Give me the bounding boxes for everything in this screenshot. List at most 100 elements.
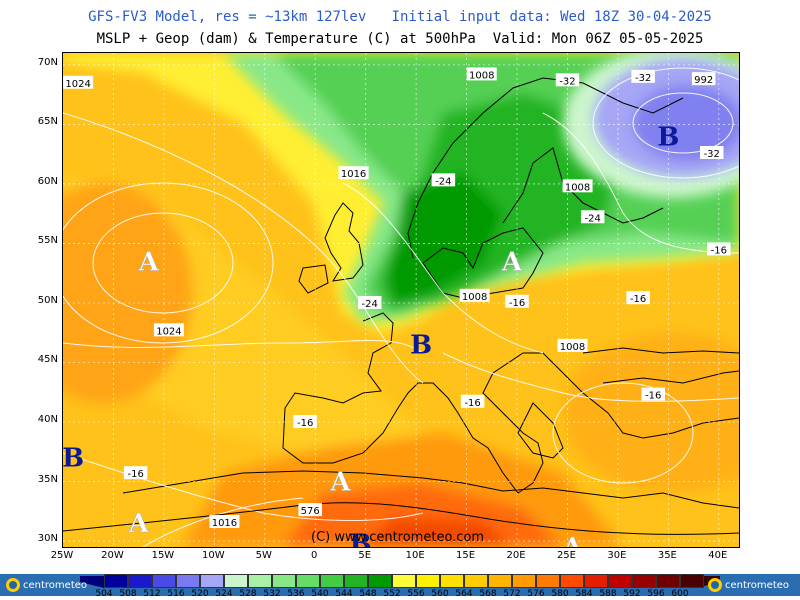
latitude-label: 65N (37, 116, 58, 128)
svg-text:-16: -16 (645, 391, 661, 402)
latitude-label: 30N (37, 533, 58, 545)
colorbar-label: 580 (551, 589, 569, 599)
colorbar-label: 572 (503, 589, 521, 599)
isotherm-label: -16 (293, 415, 317, 429)
colorbar-swatch (152, 574, 176, 588)
colorbar-label: 540 (311, 589, 329, 599)
weather-map: 1024 1008 992 1016 1008 1008 1008 1024 1016 576 -3… (62, 52, 740, 548)
isotherm-label: -16 (505, 294, 529, 309)
svg-text:-16: -16 (630, 294, 646, 305)
longitude-label: 35E (657, 550, 677, 561)
svg-text:1008: 1008 (462, 292, 487, 303)
colorbar-swatch (224, 574, 248, 588)
colorbar-label: 552 (383, 589, 401, 599)
isobar-label: 992 (691, 72, 716, 86)
high-pressure-center: A (329, 468, 351, 498)
colorbar-swatch (440, 574, 464, 588)
isobar-label: 1016 (338, 166, 369, 180)
colorbar-swatch (392, 574, 416, 588)
colorbar-swatch (416, 574, 440, 588)
svg-text:1008: 1008 (560, 342, 585, 353)
svg-text:-32: -32 (635, 73, 651, 84)
svg-text:1016: 1016 (341, 169, 366, 180)
colorbar-swatch (464, 574, 488, 588)
colorbar-swatch (128, 574, 152, 588)
svg-text:-32: -32 (704, 149, 720, 160)
model-title: GFS-FV3 Model, res = ~13km 127lev Initia… (88, 9, 712, 25)
colorbar-swatch (272, 574, 296, 588)
isotherm-label: -16 (626, 291, 650, 305)
colorbar-swatch (488, 574, 512, 588)
svg-text:1016: 1016 (212, 518, 237, 529)
latitude-label: 50N (37, 294, 58, 306)
colorbar-swatch (680, 574, 704, 588)
isotherm-label: -32 (555, 73, 580, 87)
colorbar-swatch (536, 574, 560, 588)
svg-text:-16: -16 (509, 298, 525, 309)
colorbar-label: 568 (479, 589, 497, 599)
colorbar-label: 600 (671, 589, 689, 599)
longitude-label: 15W (151, 550, 175, 561)
longitude-label: 25W (50, 550, 74, 561)
logo-text: centrometeo (23, 579, 88, 591)
low-pressure-center: B (410, 331, 432, 361)
svg-text:-24: -24 (585, 213, 601, 224)
longitude-label: 15E (456, 550, 476, 561)
svg-text:-24: -24 (362, 299, 378, 310)
high-pressure-center: A (501, 247, 523, 277)
low-pressure-center: B (62, 444, 84, 474)
longitude-label: 5E (358, 550, 372, 561)
longitude-label: 5W (255, 550, 272, 561)
svg-text:992: 992 (694, 75, 713, 86)
colorbar-label: 520 (191, 589, 209, 599)
high-pressure-center: A (138, 247, 160, 277)
latitude-label: 55N (37, 235, 58, 247)
svg-text:-16: -16 (127, 469, 143, 480)
svg-text:-16: -16 (464, 398, 480, 409)
logo-icon (6, 578, 20, 592)
isotherm-label: -16 (641, 387, 665, 402)
longitude-label: 40E (708, 550, 728, 561)
colorbar-swatch (608, 574, 632, 588)
isobar-label: 1008 (557, 338, 588, 353)
colorbar-label: 556 (407, 589, 425, 599)
chart-subtitle: MSLP + Geop (dam) & Temperature (C) at 5… (96, 31, 704, 47)
colorbar-label: 528 (239, 589, 257, 599)
isobar-label: 1008 (562, 179, 593, 193)
logo-left: centrometeo (6, 574, 87, 596)
colorbar-label: 548 (359, 589, 377, 599)
copyright-text: (C) www.centrometeo.com (311, 530, 484, 545)
svg-text:1008: 1008 (469, 70, 494, 81)
colorbar-swatch (320, 574, 344, 588)
isotherm-label: -32 (700, 145, 724, 160)
high-pressure-center: A (561, 533, 583, 548)
colorbar-label: 588 (599, 589, 617, 599)
colorbar-swatch (176, 574, 200, 588)
colorbar-label: 536 (287, 589, 305, 599)
colorbar-label: 584 (575, 589, 593, 599)
svg-text:1024: 1024 (156, 326, 181, 337)
svg-text:-16: -16 (711, 245, 727, 256)
low-pressure-center: B (657, 122, 679, 152)
colorbar-label: 564 (455, 589, 473, 599)
colorbar-label: 544 (335, 589, 353, 599)
isobar-label: 576 (298, 503, 322, 517)
colorbar-label: 508 (119, 589, 137, 599)
isobar-label: 1016 (209, 515, 240, 529)
svg-text:-32: -32 (559, 76, 575, 87)
colorbar-label: 592 (623, 589, 641, 599)
colorbar-swatch (296, 574, 320, 588)
isotherm-label: -16 (460, 394, 485, 409)
isotherm-label: -24 (431, 173, 456, 187)
colorbar-swatch (632, 574, 656, 588)
colorbar-label: 516 (167, 589, 185, 599)
colorbar-swatch (368, 574, 392, 588)
colorbar-swatch (248, 574, 272, 588)
latitude-label: 45N (37, 354, 58, 366)
latitude-label: 70N (37, 56, 58, 68)
high-pressure-center: A (128, 509, 150, 539)
isobar-label: 1008 (459, 288, 490, 303)
isotherm-label: -16 (123, 466, 148, 480)
logo-icon (708, 578, 722, 592)
